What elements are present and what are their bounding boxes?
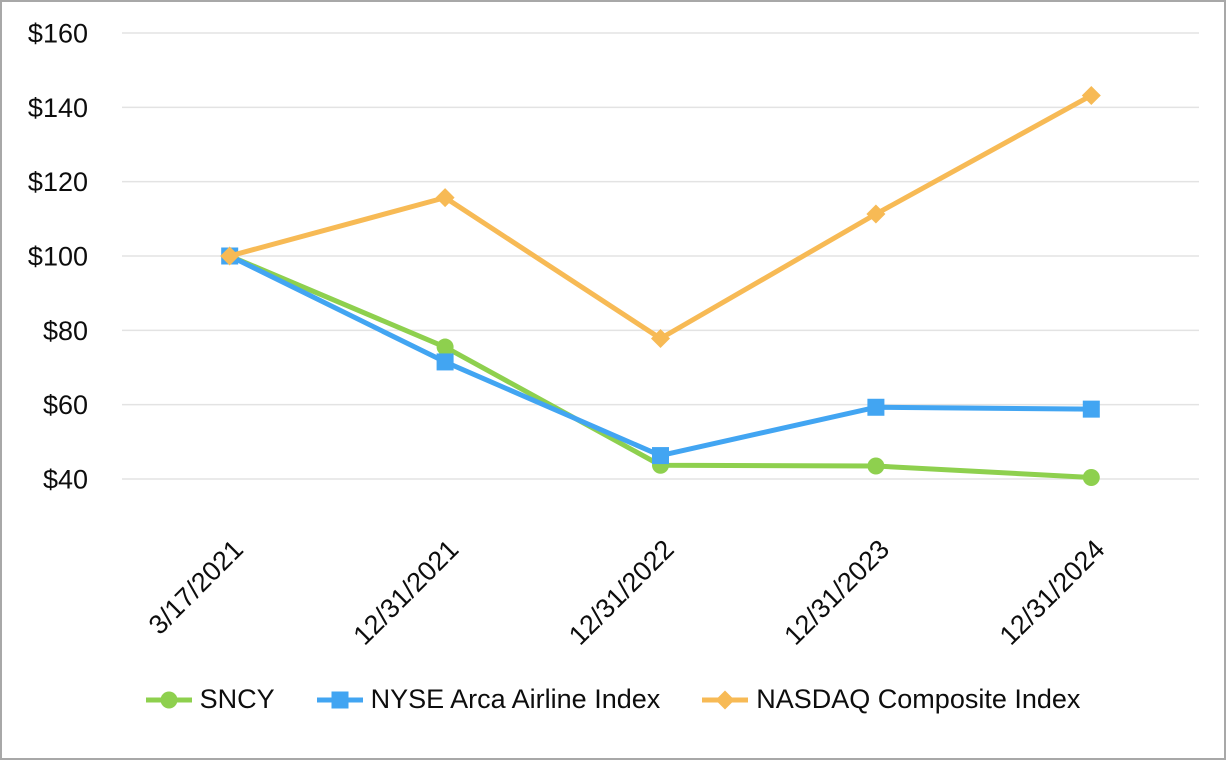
- data-point-marker: [220, 246, 240, 266]
- data-point-marker: [651, 329, 670, 349]
- y-tick-label: $80: [43, 316, 88, 346]
- y-tick-label: $100: [28, 242, 88, 272]
- data-point-marker: [867, 457, 885, 475]
- legend-label: NYSE Arca Airline Index: [370, 684, 661, 714]
- x-tick-label: 3/17/2021: [143, 534, 249, 640]
- data-point-marker: [715, 690, 735, 709]
- y-tick-label: $60: [43, 390, 88, 420]
- y-tick-label: $40: [43, 465, 88, 495]
- legend-label: NASDAQ Composite Index: [756, 684, 1081, 714]
- series-line-nasdaq-composite-index: [227, 92, 1094, 342]
- y-tick-label: $160: [28, 19, 88, 49]
- x-tick-label: 12/31/2021: [348, 534, 465, 651]
- data-point-marker: [1082, 400, 1100, 418]
- data-point-marker: [1081, 85, 1101, 105]
- legend-marker-circle-icon: [145, 691, 192, 708]
- chart-legend: SNCY NYSE Arca Airline Index NASDAQ Compos…: [2, 684, 1224, 715]
- data-point-marker: [435, 188, 455, 208]
- legend-marker-diamond-icon: [702, 690, 749, 709]
- x-tick-label: 12/31/2023: [778, 534, 895, 651]
- series-sncy: [221, 247, 1100, 487]
- data-point-marker: [1082, 469, 1100, 487]
- data-point-marker: [160, 691, 178, 708]
- legend-item-nasdaq-composite-index: NASDAQ Composite Index: [702, 684, 1080, 715]
- data-point-marker: [331, 691, 349, 708]
- data-point-marker: [436, 338, 454, 356]
- legend-marker-square-icon: [316, 691, 363, 708]
- data-point-marker: [867, 398, 885, 416]
- y-tick-label: $120: [28, 167, 88, 197]
- data-point-marker: [652, 447, 669, 465]
- x-tick-label: 12/31/2024: [994, 534, 1111, 651]
- legend-item-nyse-arca-airline-index: NYSE Arca Airline Index: [316, 684, 661, 715]
- series-line-sncy: [227, 253, 1094, 481]
- data-point-marker: [436, 353, 454, 371]
- legend-label: SNCY: [199, 684, 275, 714]
- series-nyse-arca-airline-index: [221, 247, 1100, 465]
- y-tick-label: $140: [28, 93, 88, 123]
- x-tick-label: 12/31/2022: [563, 534, 680, 651]
- series-line-nyse-arca-airline-index: [227, 253, 1094, 459]
- legend-item-sncy: SNCY: [145, 684, 275, 715]
- data-point-marker: [866, 204, 886, 224]
- series-nasdaq-composite-index: [220, 85, 1101, 349]
